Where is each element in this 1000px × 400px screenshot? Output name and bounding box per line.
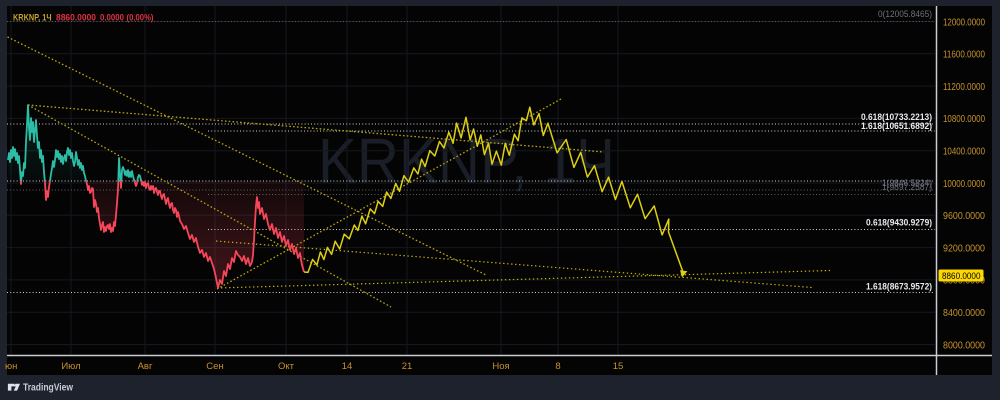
svg-text:10000.0000: 10000.0000 — [943, 179, 985, 190]
svg-text:1.618(8673.9572): 1.618(8673.9572) — [866, 282, 932, 292]
svg-text:8860.0000: 8860.0000 — [56, 13, 96, 23]
svg-text:12000.0000: 12000.0000 — [943, 17, 985, 28]
svg-text:KRKNP, 1Ч: KRKNP, 1Ч — [13, 13, 52, 23]
svg-text:8000.0000: 8000.0000 — [943, 340, 985, 351]
svg-text:0.618(9430.9279): 0.618(9430.9279) — [866, 218, 932, 228]
svg-text:юн: юн — [5, 361, 17, 372]
svg-text:15: 15 — [613, 361, 624, 372]
svg-text:KRKNP, 1Ч: KRKNP, 1Ч — [318, 125, 615, 197]
svg-text:8: 8 — [555, 361, 560, 372]
svg-text:1(9897.2587): 1(9897.2587) — [882, 182, 932, 192]
svg-text:0.618(10733.2213): 0.618(10733.2213) — [861, 112, 932, 122]
svg-text:0(12005.8465): 0(12005.8465) — [878, 9, 932, 19]
svg-text:10800.0000: 10800.0000 — [943, 114, 985, 125]
svg-text:8860.0000: 8860.0000 — [942, 271, 981, 282]
svg-text:1.618(10651.6892): 1.618(10651.6892) — [861, 121, 932, 131]
svg-text:Окт: Окт — [278, 361, 295, 372]
svg-text:10400.0000: 10400.0000 — [943, 147, 985, 158]
svg-text:Сен: Сен — [206, 361, 223, 372]
svg-text:9600.0000: 9600.0000 — [943, 211, 985, 222]
svg-text:TradingView: TradingView — [23, 382, 74, 394]
svg-text:0.0000: 0.0000 — [100, 13, 124, 23]
svg-text:21: 21 — [402, 361, 413, 372]
svg-text:11200.0000: 11200.0000 — [943, 82, 985, 93]
svg-text:8400.0000: 8400.0000 — [943, 308, 985, 319]
svg-text:11600.0000: 11600.0000 — [943, 50, 985, 61]
svg-text:Июл: Июл — [61, 361, 80, 372]
svg-text:Авг: Авг — [138, 361, 153, 372]
svg-text:(0.00%): (0.00%) — [127, 13, 154, 23]
svg-text:9200.0000: 9200.0000 — [943, 243, 985, 254]
svg-text:1(9846.5824): 1(9846.5824) — [882, 178, 932, 188]
svg-text:14: 14 — [342, 361, 353, 372]
svg-text:Ноя: Ноя — [492, 361, 509, 372]
